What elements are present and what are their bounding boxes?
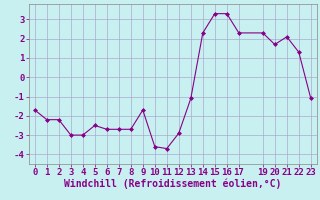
X-axis label: Windchill (Refroidissement éolien,°C): Windchill (Refroidissement éolien,°C) xyxy=(64,179,282,189)
